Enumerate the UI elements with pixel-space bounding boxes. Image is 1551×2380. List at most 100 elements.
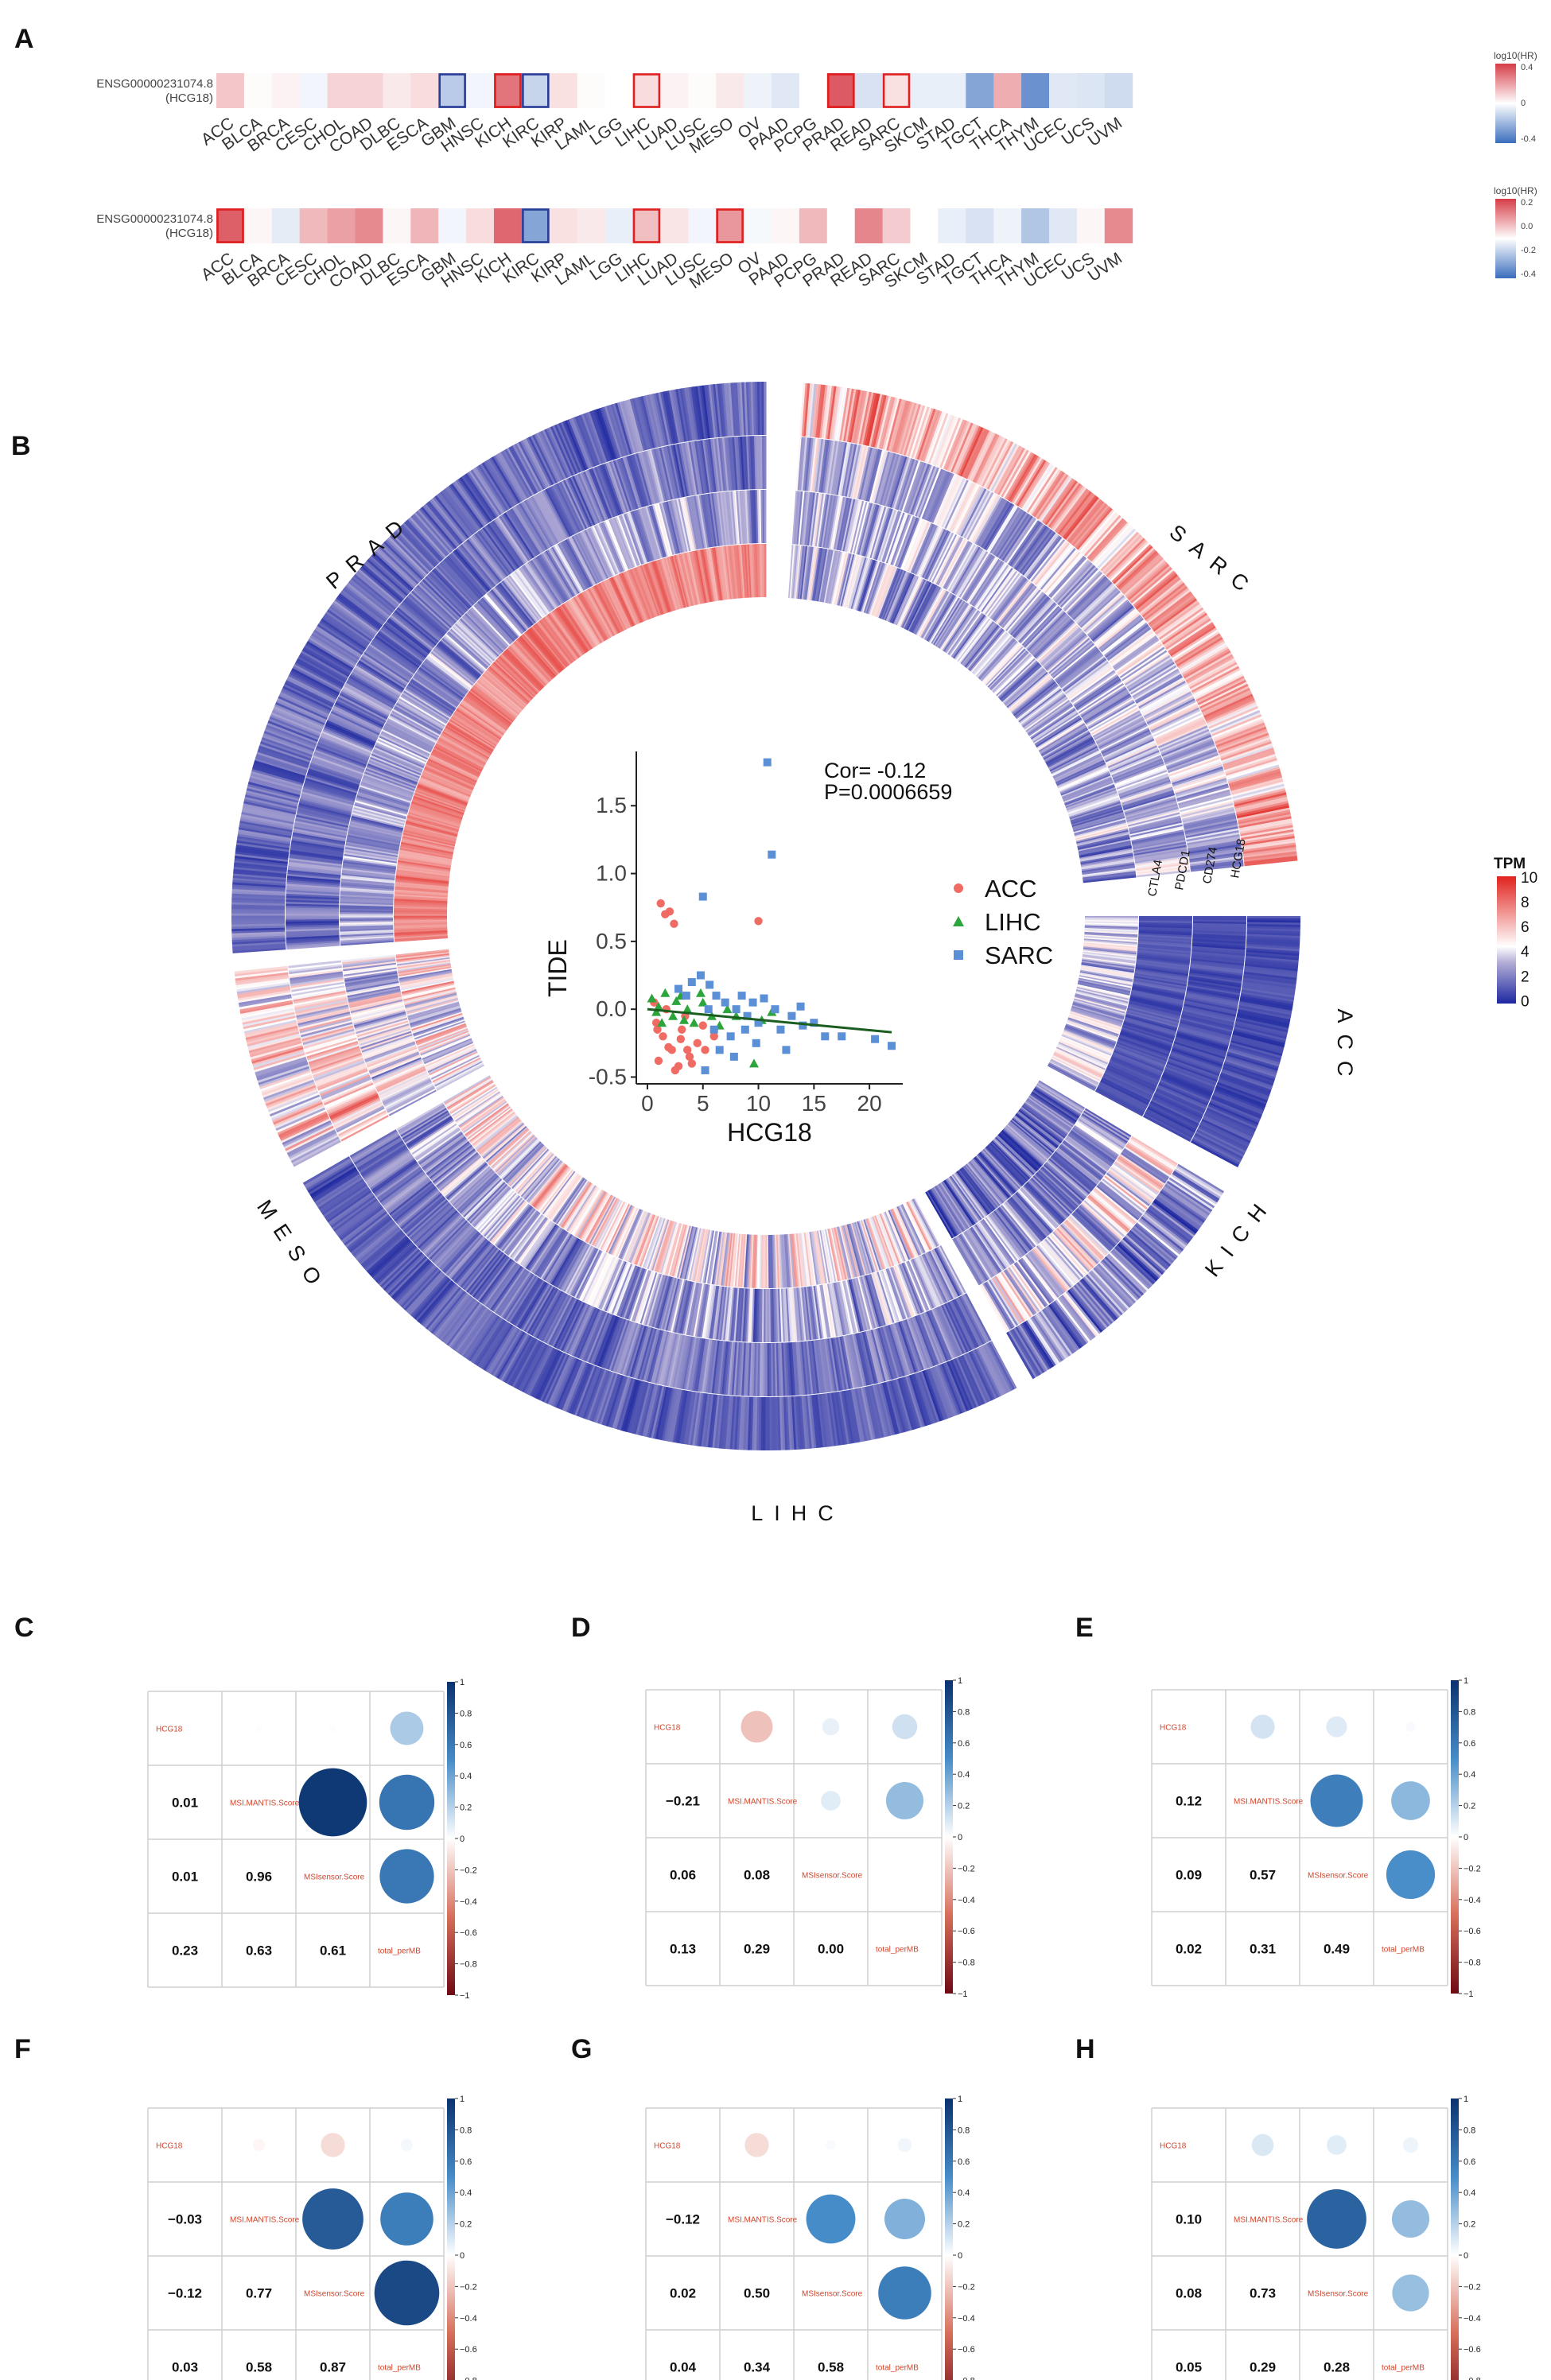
heatmap-arc-cell — [550, 1176, 583, 1221]
heatmap-arc-cell — [600, 1201, 625, 1250]
heatmap-arc-cell — [812, 1394, 821, 1448]
heatmap-arc-cell — [1125, 1144, 1172, 1176]
heatmap-arc-cell — [286, 893, 340, 899]
heatmap-arc-cell — [233, 864, 287, 872]
heatmap-arc-cell — [1011, 595, 1048, 637]
heatmap-arc-cell — [1098, 530, 1138, 571]
heatmap-arc-cell — [1118, 1241, 1160, 1280]
heatmap-arc-cell — [317, 1176, 363, 1208]
heatmap-arc-cell — [316, 625, 363, 657]
heatmap-arc-cell — [1023, 1255, 1058, 1299]
heatmap-arc-cell — [342, 957, 396, 966]
heatmap-arc-cell — [597, 1259, 621, 1309]
heatmap-arc-cell — [1057, 650, 1101, 685]
heatmap-arc-cell — [543, 1171, 577, 1216]
heatmap-arc-cell — [1004, 588, 1040, 631]
heatmap-arc-cell — [998, 582, 1033, 626]
heatmap-arc-cell — [1006, 452, 1036, 501]
heatmap-arc-cell — [1026, 1099, 1071, 1132]
heatmap-arc-cell — [904, 580, 929, 630]
heatmap-arc-cell — [564, 1303, 589, 1353]
heatmap-arc-cell — [1235, 1019, 1289, 1033]
heatmap-arc-cell — [540, 1293, 568, 1342]
heatmap-arc-cell — [505, 1143, 545, 1184]
heatmap-arc-cell — [310, 1168, 358, 1199]
heatmap-arc-cell — [643, 1273, 660, 1325]
heatmap-arc-cell — [1088, 519, 1126, 561]
heatmap-arc-cell — [1169, 759, 1221, 778]
heatmap-arc-cell — [1078, 980, 1131, 993]
heatmap-arc-cell — [963, 490, 991, 539]
heatmap-arc-cell — [975, 1155, 1013, 1197]
heatmap-arc-cell — [706, 1230, 717, 1284]
heatmap-arc-cell — [939, 477, 964, 527]
heatmap-arc-cell — [821, 385, 830, 439]
heatmap-arc-cell — [1190, 1140, 1239, 1168]
heatmap-arc-cell — [418, 1029, 468, 1050]
heatmap-arc-cell — [1245, 957, 1299, 965]
heatmap-arc-cell — [1021, 693, 1066, 727]
heatmap-arc-cell — [589, 1256, 614, 1306]
heatmap-arc-cell — [1134, 973, 1188, 984]
heatmap-arc-cell — [1057, 765, 1107, 789]
heatmap-arc-cell — [1102, 620, 1147, 656]
heatmap-arc-cell — [346, 980, 399, 992]
heatmap-arc-cell — [886, 398, 903, 451]
heatmap-arc-cell — [303, 646, 351, 676]
heatmap-arc-cell — [914, 1372, 934, 1425]
heatmap-arc-cell — [970, 1226, 1002, 1273]
heatmap-arc-cell — [671, 1334, 685, 1388]
heatmap-arc-cell — [323, 1082, 374, 1106]
heatmap-arc-cell — [1074, 819, 1126, 835]
heatmap-arc-cell — [872, 565, 892, 616]
heatmap-arc-cell — [611, 1206, 635, 1256]
heatmap-arc-cell — [1051, 751, 1101, 777]
heatmap-arc-cell — [1160, 1190, 1205, 1224]
heatmap-arc-cell — [610, 1320, 630, 1372]
heatmap-arc-cell — [833, 1282, 845, 1336]
heatmap-arc-cell — [1227, 767, 1281, 784]
heatmap-arc-cell — [453, 480, 488, 526]
heatmap-arc-cell — [860, 1220, 879, 1272]
heatmap-arc-cell — [1081, 861, 1135, 872]
heatmap-arc-cell — [943, 541, 970, 589]
heatmap-arc-cell — [562, 421, 585, 472]
heatmap-arc-cell — [388, 1089, 437, 1116]
heatmap-arc-cell — [268, 1092, 320, 1115]
heatmap-arc-cell — [301, 793, 353, 809]
heatmap-arc-cell — [1051, 748, 1100, 775]
heatmap-arc-cell — [670, 1279, 685, 1332]
heatmap-arc-cell — [1246, 916, 1300, 919]
heatmap-arc-cell — [834, 1227, 849, 1279]
heatmap-arc-cell — [349, 578, 393, 615]
heatmap-arc-cell — [410, 1011, 463, 1030]
heatmap-arc-cell — [1176, 1031, 1229, 1048]
heatmap-arc-cell — [453, 1240, 490, 1283]
heatmap-arc-cell — [1013, 1263, 1047, 1308]
heatmap-arc-cell — [992, 654, 1032, 693]
heatmap-arc-cell — [231, 941, 286, 947]
heatmap-arc-cell — [412, 1016, 465, 1035]
heatmap-arc-cell — [872, 1329, 888, 1382]
heatmap-arc-cell — [461, 542, 498, 586]
heatmap-arc-cell — [364, 1150, 410, 1182]
heatmap-arc-cell — [1016, 1260, 1050, 1306]
heatmap-arc-cell — [521, 1343, 548, 1393]
heatmap-arc-cell — [1078, 981, 1131, 995]
heatmap-arc-cell — [468, 470, 501, 517]
heatmap-arc-cell — [1178, 1024, 1231, 1041]
heatmap-arc-cell — [540, 1232, 570, 1279]
heatmap-arc-cell — [1088, 1272, 1126, 1313]
heatmap-arc-cell — [854, 1388, 867, 1442]
heatmap-arc-cell — [905, 1260, 928, 1311]
heatmap-arc-cell — [861, 1331, 877, 1384]
heatmap-arc-cell — [1039, 546, 1075, 589]
heatmap-arc-cell — [298, 1016, 352, 1032]
heatmap-arc-cell — [971, 1159, 1008, 1201]
heatmap-arc-cell — [912, 1258, 936, 1308]
heatmap-arc-cell — [1020, 1106, 1065, 1140]
heatmap-arc-cell — [533, 1165, 569, 1208]
heatmap-arc-cell — [983, 1282, 1013, 1330]
heatmap-arc-cell — [749, 1396, 754, 1450]
heatmap-arc-cell — [1129, 999, 1182, 1013]
